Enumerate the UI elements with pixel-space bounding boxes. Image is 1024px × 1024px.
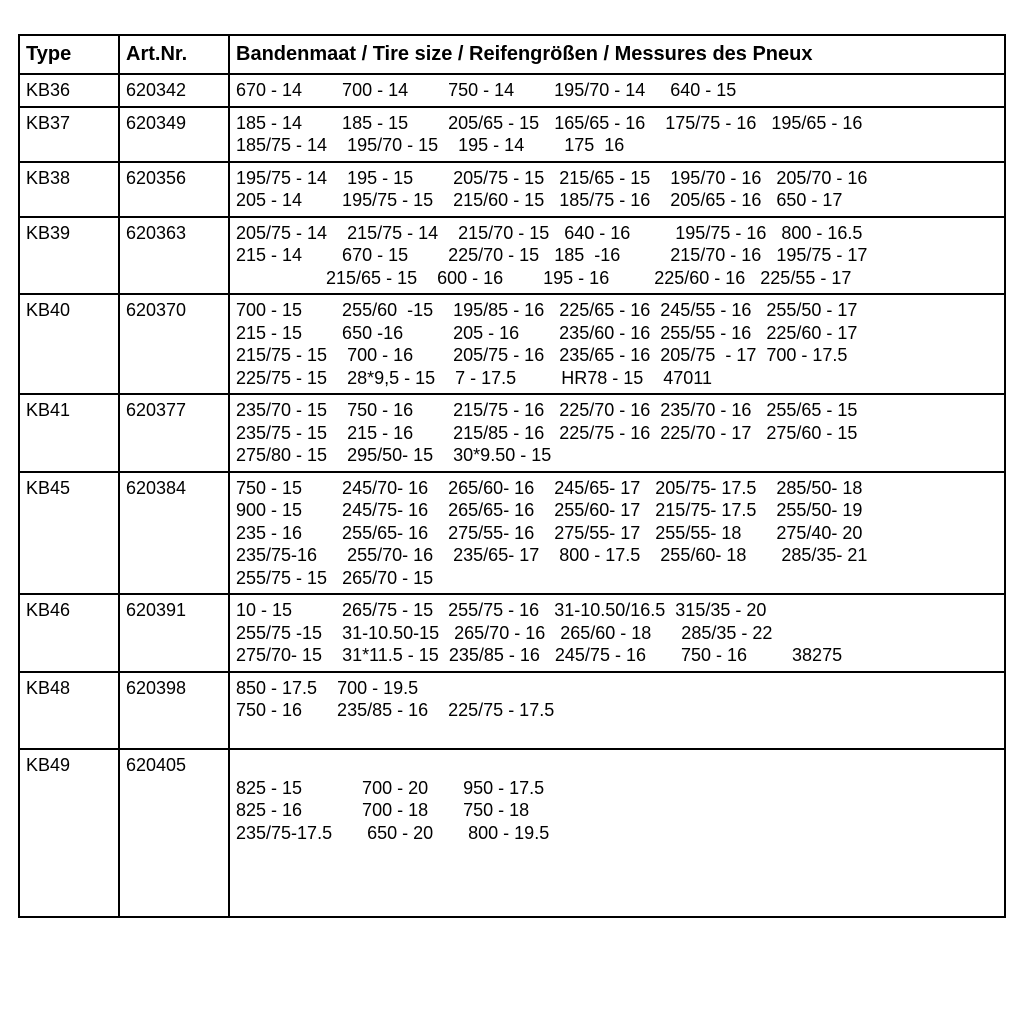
cell-tire-sizes: 10 - 15 265/75 - 15 255/75 - 16 31-10.50…: [229, 594, 1005, 672]
table-row: KB41620377235/70 - 15 750 - 16 215/75 - …: [19, 394, 1005, 472]
cell-type: KB46: [19, 594, 119, 672]
cell-art-nr: 620391: [119, 594, 229, 672]
table-row: KB37620349185 - 14 185 - 15 205/65 - 15 …: [19, 107, 1005, 162]
tire-sizes-text: 195/75 - 14 195 - 15 205/75 - 15 215/65 …: [236, 167, 998, 212]
tire-sizes-text: 205/75 - 14 215/75 - 14 215/70 - 15 640 …: [236, 222, 998, 290]
cell-tire-sizes: 205/75 - 14 215/75 - 14 215/70 - 15 640 …: [229, 217, 1005, 295]
cell-art-nr: 620356: [119, 162, 229, 217]
table-row: KB39620363205/75 - 14 215/75 - 14 215/70…: [19, 217, 1005, 295]
table-row: KB48620398850 - 17.5 700 - 19.5 750 - 16…: [19, 672, 1005, 750]
cell-tire-sizes: 825 - 15 700 - 20 950 - 17.5 825 - 16 70…: [229, 749, 1005, 917]
cell-type: KB49: [19, 749, 119, 917]
cell-tire-sizes: 185 - 14 185 - 15 205/65 - 15 165/65 - 1…: [229, 107, 1005, 162]
table-row: KB49620405 825 - 15 700 - 20 950 - 17.5 …: [19, 749, 1005, 917]
tire-sizes-text: 750 - 15 245/70- 16 265/60- 16 245/65- 1…: [236, 477, 998, 590]
cell-tire-sizes: 235/70 - 15 750 - 16 215/75 - 16 225/70 …: [229, 394, 1005, 472]
table-row: KB45620384750 - 15 245/70- 16 265/60- 16…: [19, 472, 1005, 595]
tire-sizes-text: 850 - 17.5 700 - 19.5 750 - 16 235/85 - …: [236, 677, 998, 745]
cell-art-nr: 620398: [119, 672, 229, 750]
cell-art-nr: 620405: [119, 749, 229, 917]
cell-tire-sizes: 750 - 15 245/70- 16 265/60- 16 245/65- 1…: [229, 472, 1005, 595]
table-row: KB36620342 670 - 14 700 - 14 750 - 14 195…: [19, 74, 1005, 107]
cell-tire-sizes: 670 - 14 700 - 14 750 - 14 195/70 - 14 6…: [229, 74, 1005, 107]
header-type: Type: [19, 35, 119, 74]
cell-art-nr: 620377: [119, 394, 229, 472]
page: Type Art.Nr. Bandenmaat / Tire size / Re…: [0, 0, 1024, 1024]
table-row: KB40620370700 - 15 255/60 -15 195/85 - 1…: [19, 294, 1005, 394]
cell-type: KB45: [19, 472, 119, 595]
table-row: KB4662039110 - 15 265/75 - 15 255/75 - 1…: [19, 594, 1005, 672]
cell-tire-sizes: 700 - 15 255/60 -15 195/85 - 16 225/65 -…: [229, 294, 1005, 394]
cell-type: KB48: [19, 672, 119, 750]
table-body: KB36620342 670 - 14 700 - 14 750 - 14 195…: [19, 74, 1005, 917]
header-art: Art.Nr.: [119, 35, 229, 74]
header-sizes: Bandenmaat / Tire size / Reifengrößen / …: [229, 35, 1005, 74]
tire-sizes-text: 10 - 15 265/75 - 15 255/75 - 16 31-10.50…: [236, 599, 998, 667]
cell-type: KB37: [19, 107, 119, 162]
cell-art-nr: 620370: [119, 294, 229, 394]
cell-art-nr: 620349: [119, 107, 229, 162]
cell-art-nr: 620363: [119, 217, 229, 295]
tire-size-table: Type Art.Nr. Bandenmaat / Tire size / Re…: [18, 34, 1006, 918]
tire-sizes-text: 235/70 - 15 750 - 16 215/75 - 16 225/70 …: [236, 399, 998, 467]
cell-type: KB39: [19, 217, 119, 295]
cell-type: KB41: [19, 394, 119, 472]
cell-art-nr: 620384: [119, 472, 229, 595]
table-header-row: Type Art.Nr. Bandenmaat / Tire size / Re…: [19, 35, 1005, 74]
cell-type: KB36: [19, 74, 119, 107]
tire-sizes-text: 700 - 15 255/60 -15 195/85 - 16 225/65 -…: [236, 299, 998, 389]
table-row: KB38620356195/75 - 14 195 - 15 205/75 - …: [19, 162, 1005, 217]
cell-tire-sizes: 850 - 17.5 700 - 19.5 750 - 16 235/85 - …: [229, 672, 1005, 750]
cell-art-nr: 620342: [119, 74, 229, 107]
cell-type: KB40: [19, 294, 119, 394]
cell-tire-sizes: 195/75 - 14 195 - 15 205/75 - 15 215/65 …: [229, 162, 1005, 217]
cell-type: KB38: [19, 162, 119, 217]
tire-sizes-text: 670 - 14 700 - 14 750 - 14 195/70 - 14 6…: [236, 79, 998, 102]
tire-sizes-text: 185 - 14 185 - 15 205/65 - 15 165/65 - 1…: [236, 112, 998, 157]
tire-sizes-text: 825 - 15 700 - 20 950 - 17.5 825 - 16 70…: [236, 754, 998, 912]
